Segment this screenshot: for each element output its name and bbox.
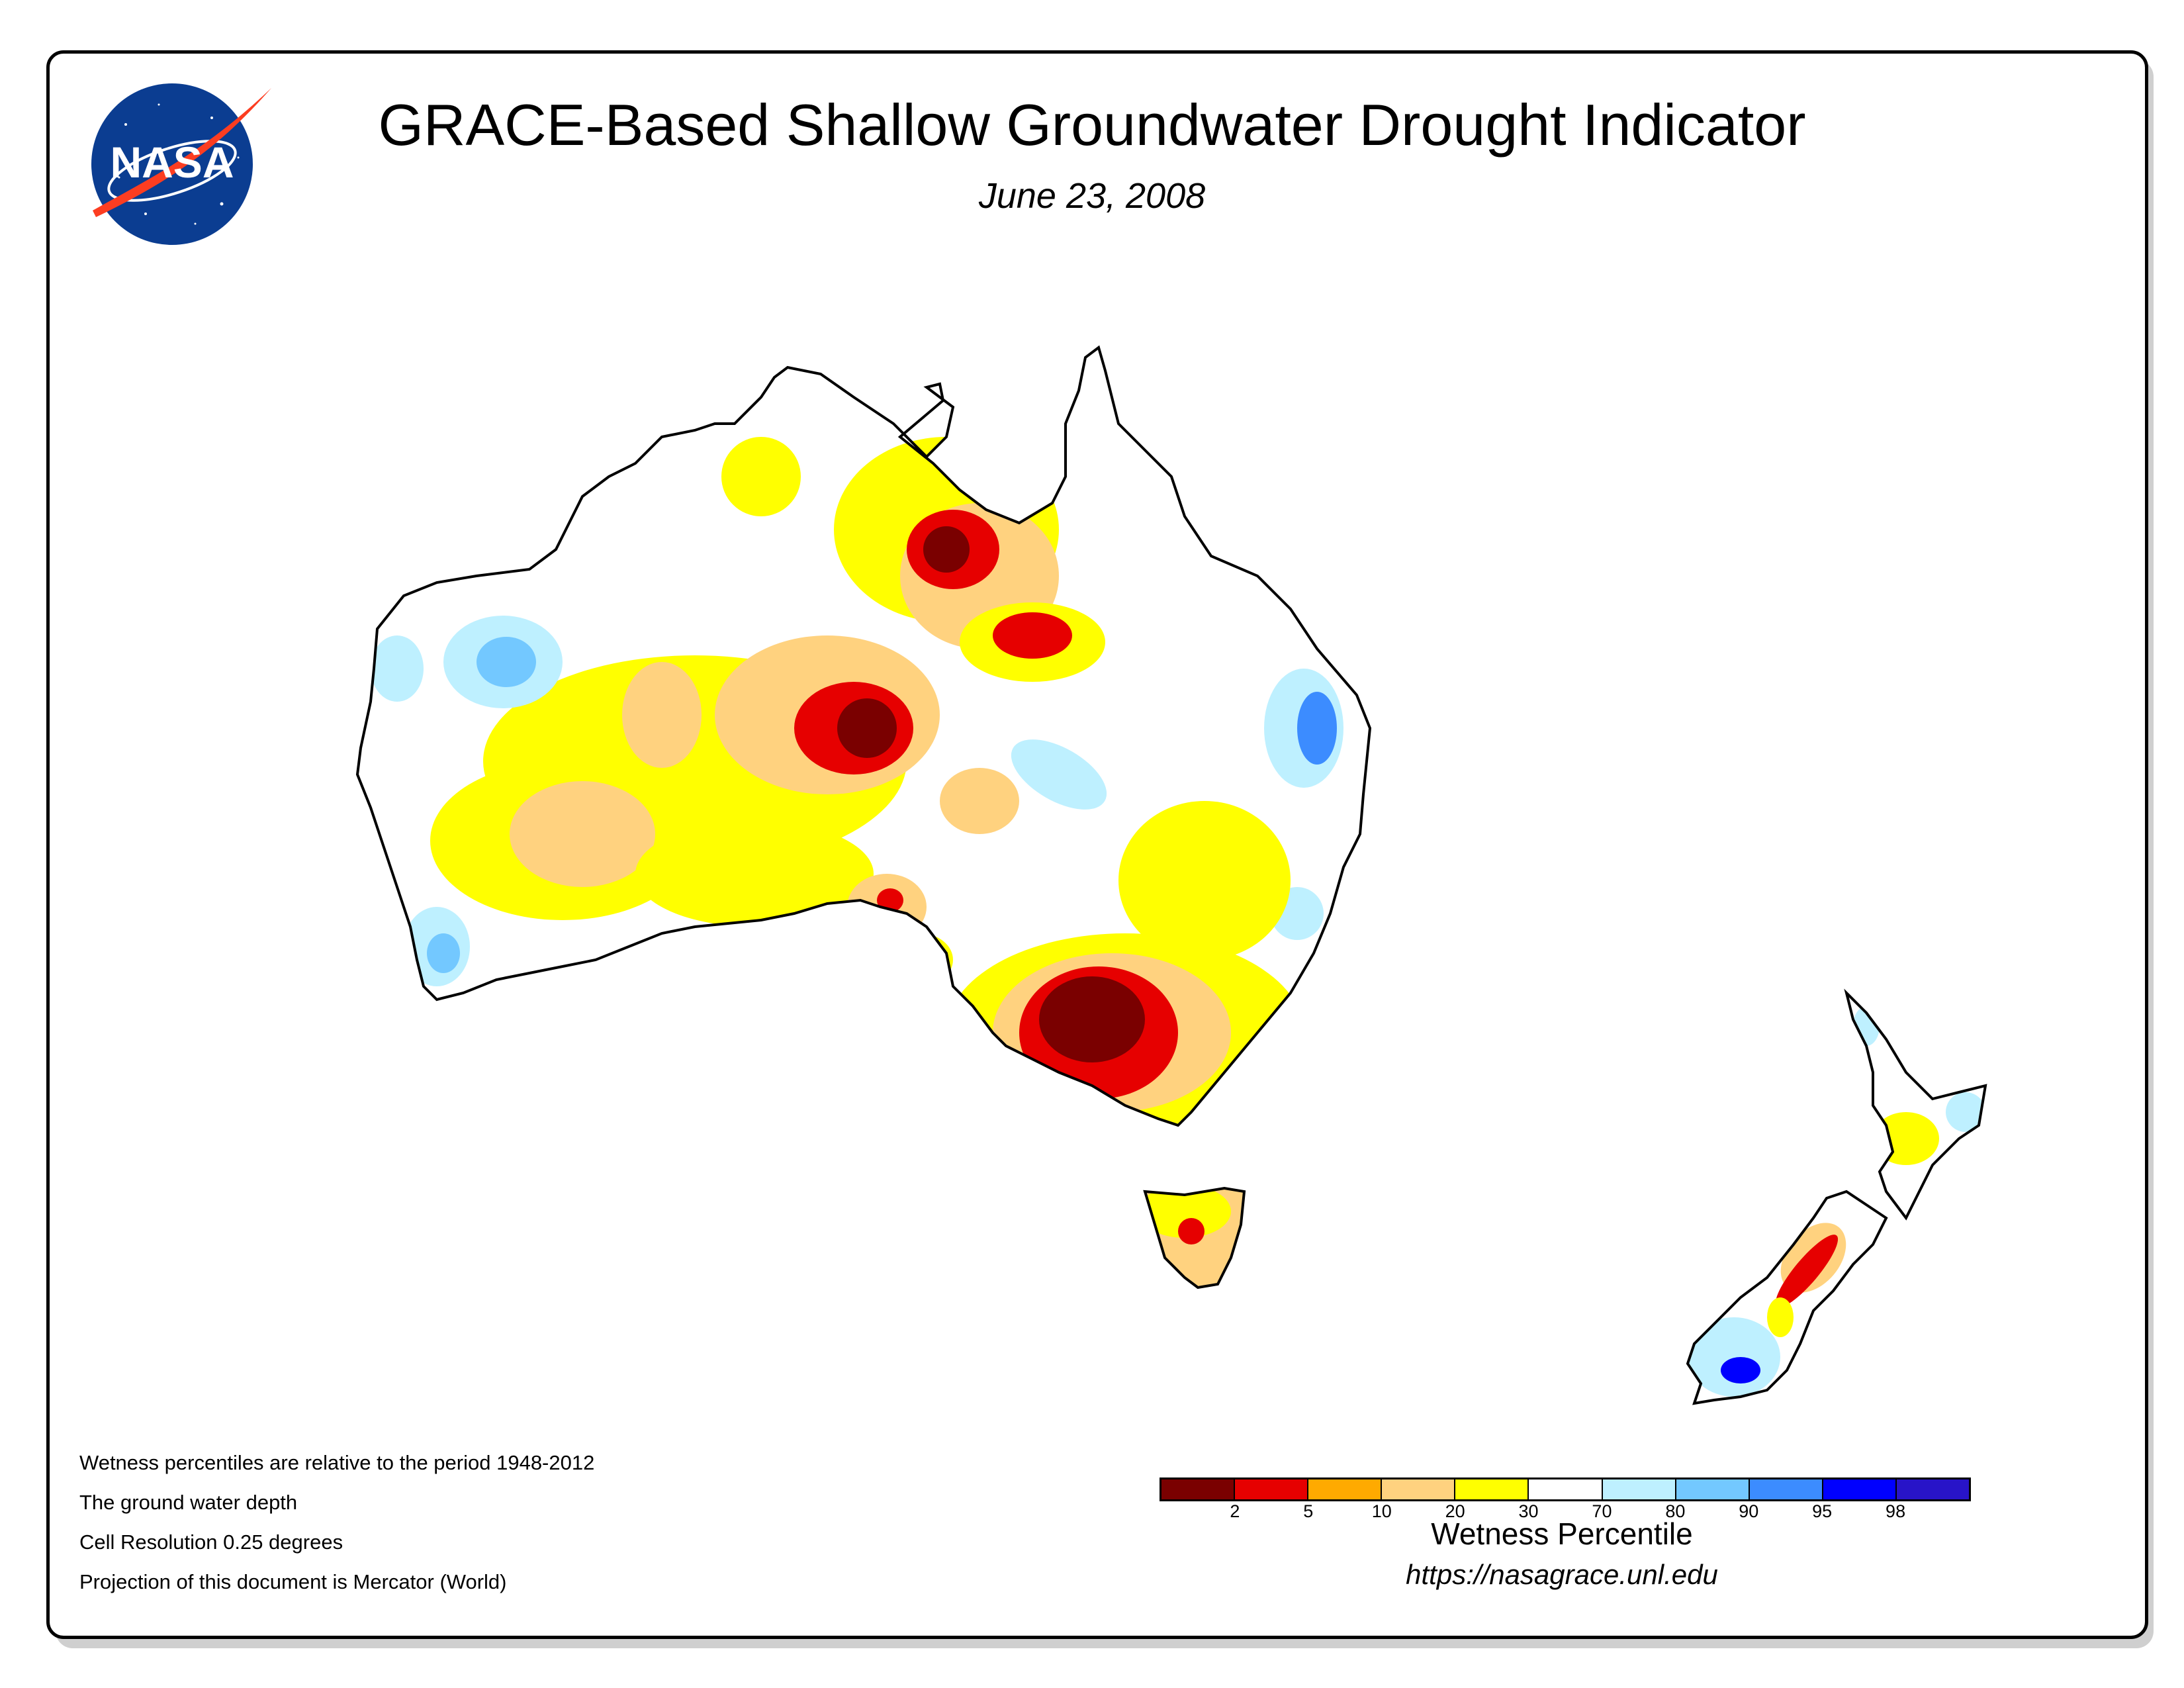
legend-tick-label: 20 — [1445, 1501, 1465, 1521]
legend-swatch — [1235, 1479, 1309, 1499]
legend-swatch — [1382, 1479, 1456, 1499]
legend-tick-label: 95 — [1812, 1501, 1833, 1521]
legend-tick-label: 90 — [1739, 1501, 1759, 1521]
nz-south-anomaly-layer — [1688, 1223, 1846, 1397]
legend-tick-label: 2 — [1230, 1501, 1240, 1521]
legend-swatch — [1161, 1479, 1236, 1499]
note-projection: Projection of this document is Mercator … — [79, 1570, 507, 1593]
note-resolution: Cell Resolution 0.25 degrees — [79, 1530, 343, 1554]
svg-text:NASA: NASA — [110, 138, 234, 187]
legend-tick-label: 80 — [1665, 1501, 1686, 1521]
page-date: June 23, 2008 — [978, 176, 1206, 216]
legend-tick-label: 10 — [1371, 1501, 1392, 1521]
legend-title: Wetness Percentile — [1431, 1517, 1693, 1551]
legend-swatch — [1529, 1479, 1603, 1499]
legend-swatch — [1676, 1479, 1750, 1499]
legend-swatch — [1308, 1479, 1383, 1499]
note-percentiles: Wetness percentiles are relative to the … — [79, 1451, 595, 1474]
legend-tick-label: 98 — [1886, 1501, 1906, 1521]
legend-tick-label: 5 — [1303, 1501, 1314, 1521]
legend-tick-label: 70 — [1592, 1501, 1612, 1521]
legend-swatch — [1455, 1479, 1529, 1499]
legend-tick-label: 30 — [1518, 1501, 1539, 1521]
legend-swatch — [1749, 1479, 1823, 1499]
legend-swatch — [1602, 1479, 1676, 1499]
legend-url: https://nasagrace.unl.edu — [1406, 1559, 1718, 1590]
tasmania-anomaly-layer — [1145, 1188, 1231, 1244]
note-depth: The ground water depth — [79, 1491, 298, 1514]
australia-anomaly-layer — [371, 437, 1343, 1125]
notes-block: Wetness percentiles are relative to the … — [79, 1443, 594, 1602]
page-title: GRACE-Based Shallow Groundwater Drought … — [378, 92, 1806, 158]
legend-color-bar — [1160, 1477, 1971, 1501]
legend-swatch — [1896, 1479, 1970, 1499]
nasa-logo: NASA — [91, 83, 271, 245]
legend-swatch — [1823, 1479, 1897, 1499]
